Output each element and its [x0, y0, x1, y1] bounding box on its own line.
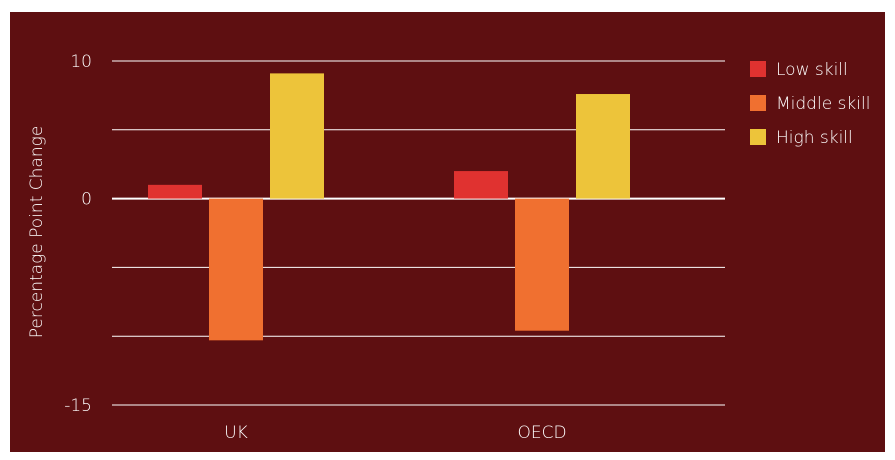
chart-panel: 10 0 -15 UK OECD Percentage Point Change Lo… [10, 12, 885, 452]
bars [148, 73, 630, 341]
bar-oecd-high-skill [576, 94, 630, 199]
legend-label: Middle skill [776, 94, 870, 114]
bar-uk-middle-skill [209, 198, 263, 341]
bar-uk-low-skill [148, 184, 202, 199]
x-tick-label: UK [224, 423, 248, 443]
legend-swatch [750, 61, 766, 77]
legend-swatch [750, 95, 766, 111]
y-tick-label: -15 [64, 396, 92, 416]
y-tick-labels: 10 0 -15 [64, 52, 92, 416]
y-tick-label: 10 [70, 52, 92, 72]
gridlines [112, 60, 725, 406]
legend: Low skill Middle skill High skill [750, 60, 870, 148]
x-tick-labels: UK OECD [224, 423, 566, 443]
bar-oecd-low-skill [454, 171, 508, 199]
legend-label: Low skill [776, 60, 848, 80]
y-axis-title: Percentage Point Change [27, 126, 47, 339]
y-tick-label: 0 [81, 190, 92, 210]
bar-oecd-middle-skill [515, 198, 569, 331]
bar-uk-high-skill [270, 73, 324, 199]
x-tick-label: OECD [517, 423, 566, 443]
bar-chart: 10 0 -15 UK OECD Percentage Point Change Lo… [27, 52, 870, 443]
legend-label: High skill [776, 128, 853, 148]
legend-swatch [750, 129, 766, 145]
